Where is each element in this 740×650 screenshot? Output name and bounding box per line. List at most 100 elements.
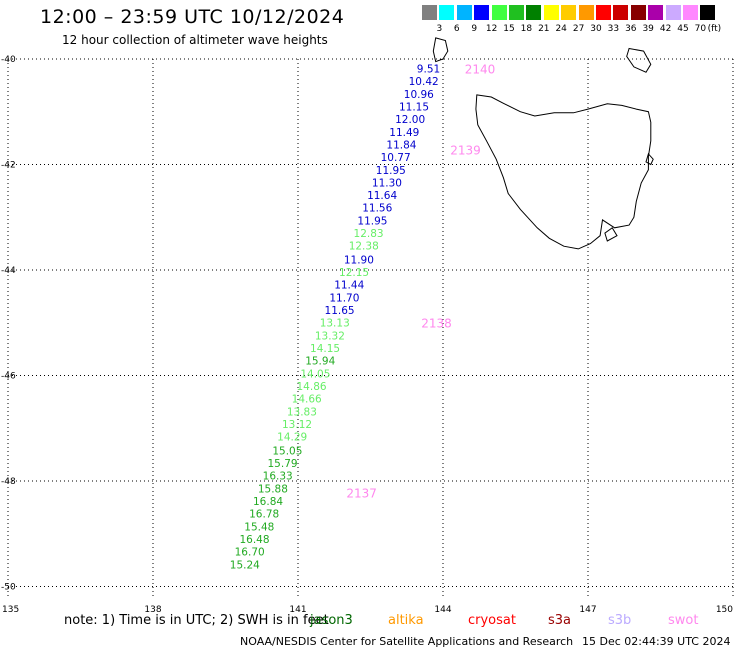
satellite-swot: swot xyxy=(668,613,699,628)
swh-value-label: 15.79 xyxy=(268,458,298,470)
legend-label: 24 xyxy=(555,24,567,34)
legend-swatch xyxy=(683,5,698,20)
coastline-layer xyxy=(432,37,654,250)
swh-value-label: 9.51 xyxy=(417,63,440,75)
axis-tick-labels: -40 -42 -44 -46 -48 -50 135 138 141 144 147 150 xyxy=(1,55,733,615)
generation-timestamp: 15 Dec 02:44:39 UTC 2024 xyxy=(582,635,731,648)
swh-value-label: 13.32 xyxy=(315,330,345,342)
legend-swatch xyxy=(613,5,629,20)
legend-swatch xyxy=(561,5,577,20)
longitude-label: 144 xyxy=(434,605,451,615)
swh-value-label: 12.15 xyxy=(339,267,369,279)
legend-unit: (ft) xyxy=(707,24,722,34)
swh-value-label: 13.83 xyxy=(287,406,317,418)
map-title: 12:00 – 23:59 UTC 10/12/2024 xyxy=(40,6,345,28)
island-coastline xyxy=(604,227,618,242)
legend-swatch xyxy=(422,5,437,20)
legend-swatch xyxy=(648,5,664,20)
legend-label: 42 xyxy=(659,24,672,34)
swh-value-label: 13.12 xyxy=(282,419,312,431)
legend-swatch xyxy=(474,5,490,20)
swh-value-label: 10.77 xyxy=(381,152,411,164)
longitude-label: 150 xyxy=(716,605,733,615)
swh-value-label: 12.00 xyxy=(395,114,425,126)
swh-value-label: 14.86 xyxy=(297,381,327,393)
legend-label: 15 xyxy=(503,24,515,34)
legend-label: 36 xyxy=(625,24,637,34)
pass-time-labels: 2140 2139 2138 2137 xyxy=(346,62,495,500)
longitude-label: 135 xyxy=(2,605,19,615)
swh-value-label: 10.96 xyxy=(404,89,434,101)
legend-label: 30 xyxy=(590,24,602,34)
swh-value-label: 14.05 xyxy=(300,368,330,380)
swh-value-label: 11.49 xyxy=(389,127,419,139)
legend-swatch xyxy=(491,5,507,20)
pass-time-label: 2138 xyxy=(421,317,452,331)
map-subtitle: 12 hour collection of altimeter wave hei… xyxy=(62,33,328,47)
swh-value-label: 13.13 xyxy=(320,318,350,330)
swh-value-label: 15.48 xyxy=(244,521,274,533)
satellite-cryosat: cryosat xyxy=(468,613,516,628)
pass-time-label: 2139 xyxy=(450,144,481,158)
swh-value-label: 12.83 xyxy=(354,228,384,240)
swh-value-label: 12.38 xyxy=(349,241,379,253)
latitude-label: -48 xyxy=(1,477,16,487)
footer-note: note: 1) Time is in UTC; 2) SWH is in fe… xyxy=(64,613,329,628)
satellite-altika: altika xyxy=(388,613,424,628)
legend-label: 12 xyxy=(485,24,498,34)
island-coastline xyxy=(432,37,449,63)
legend-swatch xyxy=(439,5,455,20)
swh-value-label: 11.70 xyxy=(329,292,359,304)
swh-value-label: 16.84 xyxy=(253,496,283,508)
swh-value-label: 15.94 xyxy=(305,356,335,368)
swh-value-label: 14.29 xyxy=(277,432,307,444)
swh-value-label: 11.90 xyxy=(344,254,374,266)
longitude-label: 138 xyxy=(144,605,161,615)
latitude-label: -44 xyxy=(1,266,16,276)
legend-label: 27 xyxy=(572,24,585,34)
swh-value-label: 15.88 xyxy=(258,483,288,495)
swh-value-label: 11.95 xyxy=(376,165,406,177)
legend-label: 18 xyxy=(520,24,533,34)
swh-value-label: 11.30 xyxy=(372,177,402,189)
legend-label: 70 xyxy=(694,24,707,34)
legend-label: 45 xyxy=(677,24,689,34)
legend-label: 33 xyxy=(607,24,620,34)
pass-time-label: 2140 xyxy=(465,62,496,76)
latitude-label: -40 xyxy=(1,55,16,65)
island-coastline xyxy=(645,152,654,166)
legend-swatch xyxy=(543,5,559,20)
swh-value-label: 11.84 xyxy=(386,139,416,151)
island-coastline xyxy=(626,47,652,73)
credit-line: NOAA/NESDIS Center for Satellite Applica… xyxy=(240,635,574,648)
legend-swatch xyxy=(630,5,646,20)
legend-label: 6 xyxy=(453,24,460,34)
swh-value-label: 16.33 xyxy=(263,471,293,483)
legend-swatch xyxy=(596,5,611,20)
pass-time-label: 2137 xyxy=(346,487,377,501)
longitude-label: 141 xyxy=(289,605,306,615)
swh-value-label: 14.66 xyxy=(292,394,322,406)
legend-label: 9 xyxy=(471,24,478,34)
legend-swatch xyxy=(700,5,716,20)
satellite-s3a: s3a xyxy=(548,613,572,628)
swh-value-label: 15.05 xyxy=(272,445,302,457)
swh-value-label: 16.78 xyxy=(249,509,279,521)
legend-swatch xyxy=(509,5,524,20)
graticule-grid xyxy=(7,58,734,597)
swh-value-label: 11.65 xyxy=(325,305,355,317)
swh-value-label: 10.42 xyxy=(409,76,439,88)
legend-label: 21 xyxy=(538,24,550,34)
legend-label: 3 xyxy=(436,24,443,34)
swh-value-label: 11.64 xyxy=(367,190,397,202)
satellite-jason3: jason3 xyxy=(310,613,353,628)
satellite-s3b: s3b xyxy=(608,613,632,628)
legend-swatch xyxy=(456,5,472,20)
swh-value-label: 14.15 xyxy=(310,343,340,355)
legend-label: 39 xyxy=(642,24,654,34)
swh-value-label: 16.70 xyxy=(235,547,265,559)
swh-value-label: 11.56 xyxy=(362,203,392,215)
swh-value-label: 11.95 xyxy=(357,215,387,227)
